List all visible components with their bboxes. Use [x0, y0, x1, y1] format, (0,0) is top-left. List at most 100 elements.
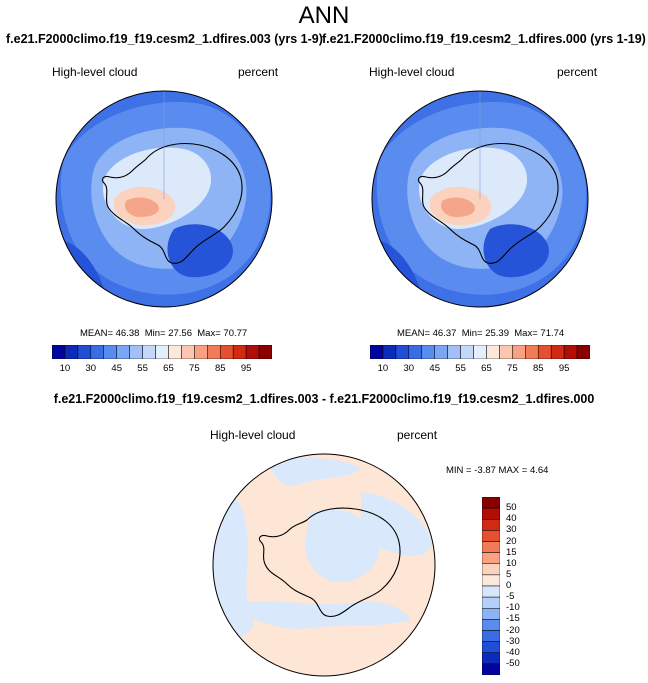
left-colorbar-swatch — [207, 345, 221, 359]
right-mean-value: 46.37 — [432, 328, 457, 339]
left-colorbar-tick-label: 65 — [163, 363, 174, 374]
left-colorbar-swatch — [168, 345, 182, 359]
left-colorbar-swatch — [116, 345, 130, 359]
diff-colorbar-swatch — [482, 652, 500, 665]
right-colorbar-swatch — [550, 345, 565, 359]
right-colorbar-tick-label: 10 — [377, 363, 389, 374]
diff-variable-label: High-level cloud — [210, 428, 296, 442]
diff-colorbar-tick-label: 20 — [506, 535, 517, 547]
diff-colorbar-swatch — [482, 619, 500, 631]
diff-colorbar-tick-label: -10 — [506, 602, 520, 614]
diff-stats: MIN = -3.87 MAX = 4.64 — [446, 465, 549, 476]
diff-colorbar — [482, 497, 500, 675]
right-colorbar-swatch — [460, 345, 474, 359]
diff-colorbar-swatch — [482, 585, 500, 598]
right-stats: MEAN= 46.37 Min= 25.39 Max= 71.74 — [397, 328, 565, 339]
warm-mid-region — [440, 197, 475, 217]
negative-anomaly-south — [231, 601, 411, 629]
diff-colorbar-swatch — [482, 530, 500, 542]
right-colorbar-tick-label: 95 — [558, 363, 570, 374]
left-colorbar-tick-label: 75 — [189, 363, 200, 374]
diff-colorbar-tick-label: 0 — [506, 580, 512, 591]
diff-colorbar-tick-label: 40 — [506, 513, 517, 525]
diff-colorbar-tick-label: -20 — [506, 624, 520, 636]
right-colorbar-swatch — [421, 345, 435, 359]
diff-colorbar-swatch — [482, 574, 500, 587]
left-max-value: 70.77 — [223, 328, 248, 339]
diff-colorbar-tick-label: 30 — [506, 524, 517, 536]
diff-colorbar-swatch — [482, 641, 500, 653]
right-colorbar-tick-label: 45 — [429, 363, 440, 374]
right-colorbar-swatch — [382, 345, 397, 359]
right-case-title: f.e21.F2000climo.f19_f19.cesm2_1.dfires.… — [322, 32, 646, 46]
diff-case-title: f.e21.F2000climo.f19_f19.cesm2_1.dfires.… — [53, 392, 595, 406]
diff-colorbar-tick-label: 15 — [506, 546, 517, 558]
left-colorbar-tick-label: 30 — [85, 363, 97, 374]
right-colorbar-swatch — [395, 345, 410, 359]
right-colorbar-swatch — [370, 345, 384, 359]
left-colorbar-swatch — [219, 345, 234, 359]
right-colorbar-swatch — [408, 345, 423, 359]
right-colorbar-swatch — [434, 345, 448, 359]
diff-colorbar-tick-label: -5 — [506, 591, 515, 603]
right-colorbar-swatch — [486, 345, 500, 359]
right-colorbar-tick-label: 65 — [481, 363, 492, 374]
diff-colorbar-swatch — [482, 497, 500, 509]
warm-mid-region — [124, 197, 159, 217]
right-colorbar-swatch — [473, 345, 487, 359]
right-polar-map — [371, 90, 589, 308]
antarctica-coastline — [258, 507, 401, 618]
right-variable-label: High-level cloud — [369, 65, 455, 79]
diff-colorbar-tick-label: 50 — [506, 502, 517, 514]
diff-min-value: -3.87 — [474, 465, 496, 476]
left-stats: MEAN= 46.38 Min= 27.56 Max= 70.77 — [80, 328, 248, 339]
diff-colorbar-swatch — [482, 608, 500, 620]
left-colorbar-tick-label: 95 — [240, 363, 252, 374]
diff-colorbar-tick-label: -40 — [506, 646, 520, 658]
left-colorbar-swatch — [232, 345, 247, 359]
diff-colorbar-tick-label: 5 — [506, 568, 512, 580]
antarctica-coastline — [101, 142, 243, 264]
left-colorbar-swatch — [245, 345, 260, 359]
right-colorbar-swatch — [447, 345, 461, 359]
left-colorbar-swatch — [103, 345, 117, 359]
left-colorbar-swatch — [194, 345, 208, 359]
page-title: ANN — [298, 2, 350, 29]
deep-blue-region — [167, 224, 233, 278]
diff-colorbar-swatch — [482, 507, 500, 520]
left-units-label: percent — [238, 65, 279, 79]
left-colorbar-swatch — [155, 345, 169, 359]
left-colorbar-swatch — [64, 345, 79, 359]
left-colorbar-swatch — [129, 345, 143, 359]
antarctica-coastline — [417, 142, 559, 264]
diff-colorbar-swatch — [482, 552, 500, 564]
negative-anomaly-central — [304, 509, 380, 582]
left-colorbar-tick-label: 55 — [137, 363, 148, 374]
diff-colorbar-swatch — [482, 596, 500, 609]
right-colorbar-swatch — [537, 345, 552, 359]
right-units-label: percent — [557, 65, 598, 79]
left-colorbar-swatch — [258, 345, 272, 359]
diff-colorbar-tick-label: -30 — [506, 635, 520, 647]
right-colorbar-swatch — [499, 345, 513, 359]
diff-colorbar-swatch — [482, 519, 500, 531]
left-colorbar-tick-label: 10 — [59, 363, 71, 374]
negative-anomaly-north — [271, 457, 361, 486]
diff-colorbar-tick-label: -15 — [506, 613, 520, 625]
deep-blue-region — [483, 224, 549, 278]
left-colorbar — [52, 345, 272, 359]
diff-colorbar-swatch — [482, 563, 500, 576]
left-min-value: 27.56 — [168, 328, 192, 339]
right-colorbar-tick-label: 55 — [455, 363, 466, 374]
negative-anomaly-east — [361, 492, 433, 557]
right-min-value: 25.39 — [485, 328, 509, 339]
left-variable-label: High-level cloud — [52, 65, 138, 79]
right-colorbar-tick-label: 30 — [403, 363, 415, 374]
right-colorbar-swatch — [512, 345, 526, 359]
left-colorbar-swatch — [77, 345, 92, 359]
right-colorbar-tick-label: 75 — [507, 363, 518, 374]
diff-colorbar-tick-label: -50 — [506, 657, 520, 669]
left-colorbar-tick-label: 45 — [111, 363, 122, 374]
left-polar-map — [55, 90, 273, 308]
right-colorbar-swatch — [576, 345, 590, 359]
